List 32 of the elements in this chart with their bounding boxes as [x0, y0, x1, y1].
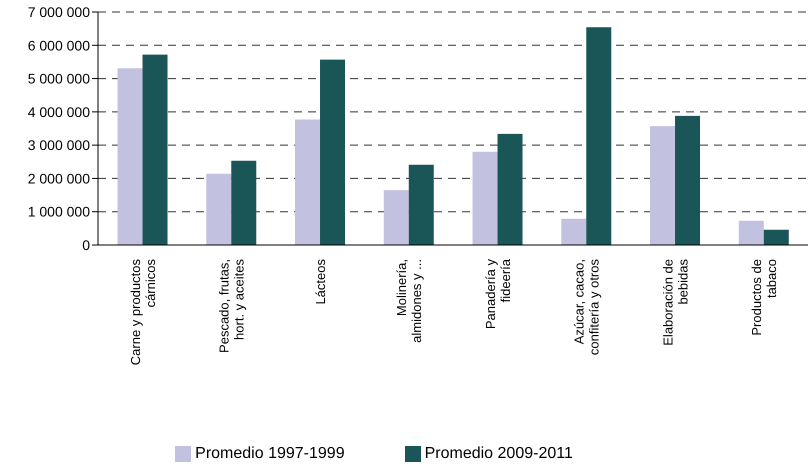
bar: [231, 160, 256, 245]
x-tick-label: Productos de tabaco: [749, 259, 780, 336]
bar: [675, 116, 700, 245]
bar: [586, 27, 612, 245]
y-tick-label: 7 000 000: [28, 4, 90, 20]
bar: [472, 152, 498, 245]
bar: [206, 174, 232, 245]
bar: [561, 218, 586, 245]
bar: [738, 220, 764, 245]
bar: [295, 120, 320, 245]
y-tick-label: 6 000 000: [28, 37, 90, 54]
bar: [142, 54, 168, 245]
bar: [408, 164, 434, 245]
bar: [118, 68, 143, 245]
bar: [498, 134, 523, 245]
legend-label: Promedio 1997-1999: [195, 445, 345, 462]
y-tick-label: 4 000 000: [28, 104, 90, 120]
bar: [384, 190, 409, 245]
x-tick-label: Panadería y fideería: [482, 258, 513, 330]
x-tick-label: Carne y productos cárnicos: [128, 258, 158, 366]
bar: [764, 230, 789, 245]
legend-label: Promedio 2009-2011: [424, 445, 573, 462]
x-tick-label: Molinería, almidones y ...: [394, 259, 424, 343]
bar: [650, 126, 676, 245]
y-tick-label: 2 000 000: [28, 170, 90, 186]
x-tick-label: Elaboración de bebidas: [660, 258, 690, 346]
y-tick-label: 1 000 000: [28, 204, 90, 220]
y-tick-label: 5 000 000: [28, 70, 90, 87]
x-tick-label: Lácteos: [312, 258, 328, 305]
y-tick-label: 3 000 000: [28, 137, 90, 154]
y-tick-label: 0: [82, 236, 90, 253]
bar: [320, 60, 346, 245]
